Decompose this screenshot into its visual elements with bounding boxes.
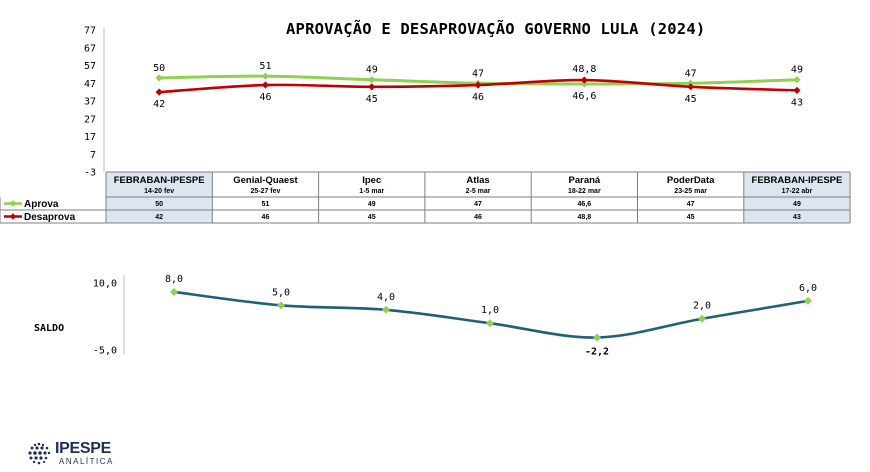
saldo-value-label: 4,0 bbox=[377, 292, 395, 303]
saldo-axis-label: SALDO bbox=[34, 323, 65, 334]
desaprova-value-label: 46 bbox=[259, 92, 271, 103]
logo-name: IPESPE bbox=[55, 440, 112, 457]
aprova-value-label: 49 bbox=[791, 65, 803, 76]
table-header-date: 14-20 fev bbox=[144, 188, 174, 195]
saldo-value-label: 2,0 bbox=[693, 301, 711, 312]
y-tick-label: 7 bbox=[90, 150, 96, 161]
saldo-value-label: 6,0 bbox=[799, 283, 817, 294]
table-cell-value: 49 bbox=[368, 201, 376, 208]
table-cell-value: 43 bbox=[793, 214, 801, 221]
chart-title: APROVAÇÃO E DESAPROVAÇÃO GOVERNO LULA (2… bbox=[286, 20, 706, 38]
saldo-point bbox=[698, 314, 706, 323]
saldo-value-label: 5,0 bbox=[272, 287, 290, 298]
saldo-point bbox=[486, 319, 494, 328]
point-desaprova bbox=[261, 81, 270, 89]
top-y-axis: 77 67 57 47 37 27 17 7 -3 bbox=[84, 26, 105, 179]
table-header-date: 18-22 mar bbox=[568, 188, 601, 195]
point-desaprova bbox=[368, 83, 376, 91]
y-tick-label: 37 bbox=[84, 97, 96, 108]
aprova-value-label: 47 bbox=[472, 68, 484, 79]
y-tick-label: 27 bbox=[84, 114, 96, 125]
y-tick-label: 67 bbox=[84, 43, 96, 54]
point-aprova bbox=[580, 80, 588, 88]
y-tick-label: 17 bbox=[84, 132, 96, 143]
table-header-name: FEBRABAN-IPESPE bbox=[114, 175, 205, 186]
desaprova-value-label: 45 bbox=[685, 94, 697, 105]
desaprova-value-label: 42 bbox=[153, 99, 165, 110]
data-table: FEBRABAN-IPESPE 14-20 fev Genial-Quaest 25-… bbox=[0, 171, 851, 224]
saldo-value-label: -2,2 bbox=[585, 346, 609, 357]
saldo-point bbox=[593, 333, 601, 342]
y-tick-label: 57 bbox=[84, 61, 96, 72]
table-cell-value: 42 bbox=[155, 214, 163, 221]
table-cell-value: 48,8 bbox=[578, 214, 592, 221]
legend-marker-desaprova bbox=[9, 213, 17, 220]
table-cell-value: 46,6 bbox=[578, 201, 592, 208]
table-cell-value: 51 bbox=[262, 201, 270, 208]
table-header-name: FEBRABAN-IPESPE bbox=[752, 175, 843, 186]
top-series-lines: 50 51 49 47 46,6 47 49 42 46 45 46 48,8 45 43 bbox=[153, 61, 803, 110]
desaprova-value-label: 46 bbox=[472, 92, 484, 103]
point-aprova bbox=[155, 74, 163, 82]
ipespe-logo: IPESPE ANALÍTICA bbox=[24, 440, 124, 468]
saldo-value-label: 1,0 bbox=[481, 305, 499, 316]
point-aprova bbox=[261, 72, 270, 80]
point-desaprova bbox=[793, 86, 801, 94]
saldo-series-line: 8,0 5,0 4,0 1,0 -2,2 2,0 6,0 bbox=[165, 274, 817, 358]
point-desaprova bbox=[155, 88, 163, 96]
point-desaprova bbox=[687, 83, 695, 91]
aprova-value-label: 49 bbox=[366, 65, 378, 76]
aprova-value-label: 51 bbox=[259, 61, 271, 72]
table-cell-value: 46 bbox=[474, 214, 482, 221]
table-cell-value: 46 bbox=[262, 214, 270, 221]
aprova-value-label: 47 bbox=[685, 68, 697, 79]
legend-marker-aprova bbox=[9, 200, 17, 207]
aprova-value-label: 46,6 bbox=[572, 91, 596, 102]
table-cell-value: 47 bbox=[474, 201, 482, 208]
table-header-date: 2-5 mar bbox=[466, 188, 491, 195]
y-tick-label: 77 bbox=[84, 26, 96, 37]
y-tick-label: 47 bbox=[84, 79, 96, 90]
table-cell-value: 45 bbox=[687, 214, 695, 221]
saldo-y-tick-label: 10,0 bbox=[93, 279, 117, 290]
table-cell-value: 50 bbox=[155, 201, 163, 208]
table-cell-value: 45 bbox=[368, 214, 376, 221]
saldo-point bbox=[277, 301, 285, 310]
y-tick-label: -3 bbox=[84, 168, 96, 179]
desaprova-value-label: 48,8 bbox=[572, 64, 596, 75]
table-cell-value: 47 bbox=[687, 201, 695, 208]
point-desaprova bbox=[474, 81, 482, 89]
table-header-date: 1-5 mar bbox=[359, 188, 384, 195]
aprova-value-label: 50 bbox=[153, 63, 165, 74]
saldo-value-label: 8,0 bbox=[165, 274, 183, 285]
table-header-name: Ipec bbox=[362, 175, 381, 186]
desaprova-value-label: 45 bbox=[366, 94, 378, 105]
table-header-date: 23-25 mar bbox=[674, 188, 707, 195]
desaprova-value-label: 43 bbox=[791, 97, 803, 108]
legend-label-desaprova: Desaprova bbox=[24, 212, 76, 223]
point-aprova bbox=[793, 76, 801, 84]
table-header-name: PoderData bbox=[667, 175, 715, 186]
table-header-name: Atlas bbox=[466, 175, 489, 186]
logo-globe-icon bbox=[28, 442, 51, 465]
table-header-date: 25-27 fev bbox=[250, 188, 280, 195]
saldo-point bbox=[382, 305, 390, 314]
point-desaprova bbox=[580, 76, 588, 84]
table-header-name: Genial-Quaest bbox=[233, 175, 298, 186]
table-header-name: Paraná bbox=[569, 175, 601, 186]
saldo-y-tick-label: -5,0 bbox=[93, 346, 117, 357]
logo-subtitle: ANALÍTICA bbox=[59, 457, 114, 466]
point-aprova bbox=[368, 76, 376, 84]
saldo-y-axis: 10,0 -5,0 bbox=[93, 275, 125, 357]
saldo-point bbox=[804, 296, 812, 305]
table-header-date: 17-22 abr bbox=[782, 188, 813, 195]
table-cell-value: 49 bbox=[793, 201, 801, 208]
saldo-point bbox=[170, 287, 178, 296]
legend-label-aprova: Aprova bbox=[24, 199, 59, 210]
